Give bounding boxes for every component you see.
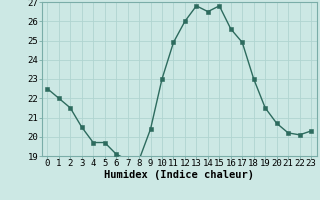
X-axis label: Humidex (Indice chaleur): Humidex (Indice chaleur) [104,170,254,180]
